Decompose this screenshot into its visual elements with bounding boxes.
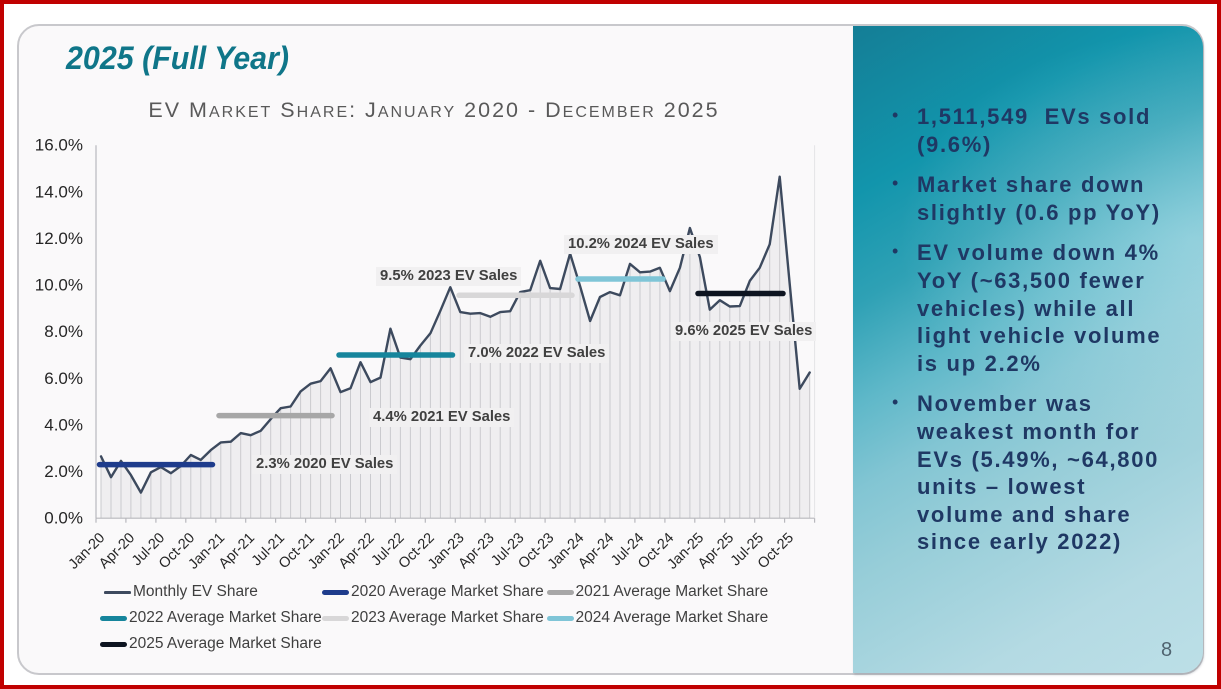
svg-text:0.0%: 0.0%: [44, 509, 83, 528]
svg-text:12.0%: 12.0%: [35, 229, 83, 248]
svg-text:14.0%: 14.0%: [35, 182, 83, 201]
svg-text:8.0%: 8.0%: [44, 322, 83, 341]
svg-text:16.0%: 16.0%: [35, 136, 83, 155]
svg-text:4.0%: 4.0%: [44, 416, 83, 435]
svg-text:6.0%: 6.0%: [44, 369, 83, 388]
svg-text:2.0%: 2.0%: [44, 462, 83, 481]
svg-text:10.0%: 10.0%: [35, 276, 83, 295]
